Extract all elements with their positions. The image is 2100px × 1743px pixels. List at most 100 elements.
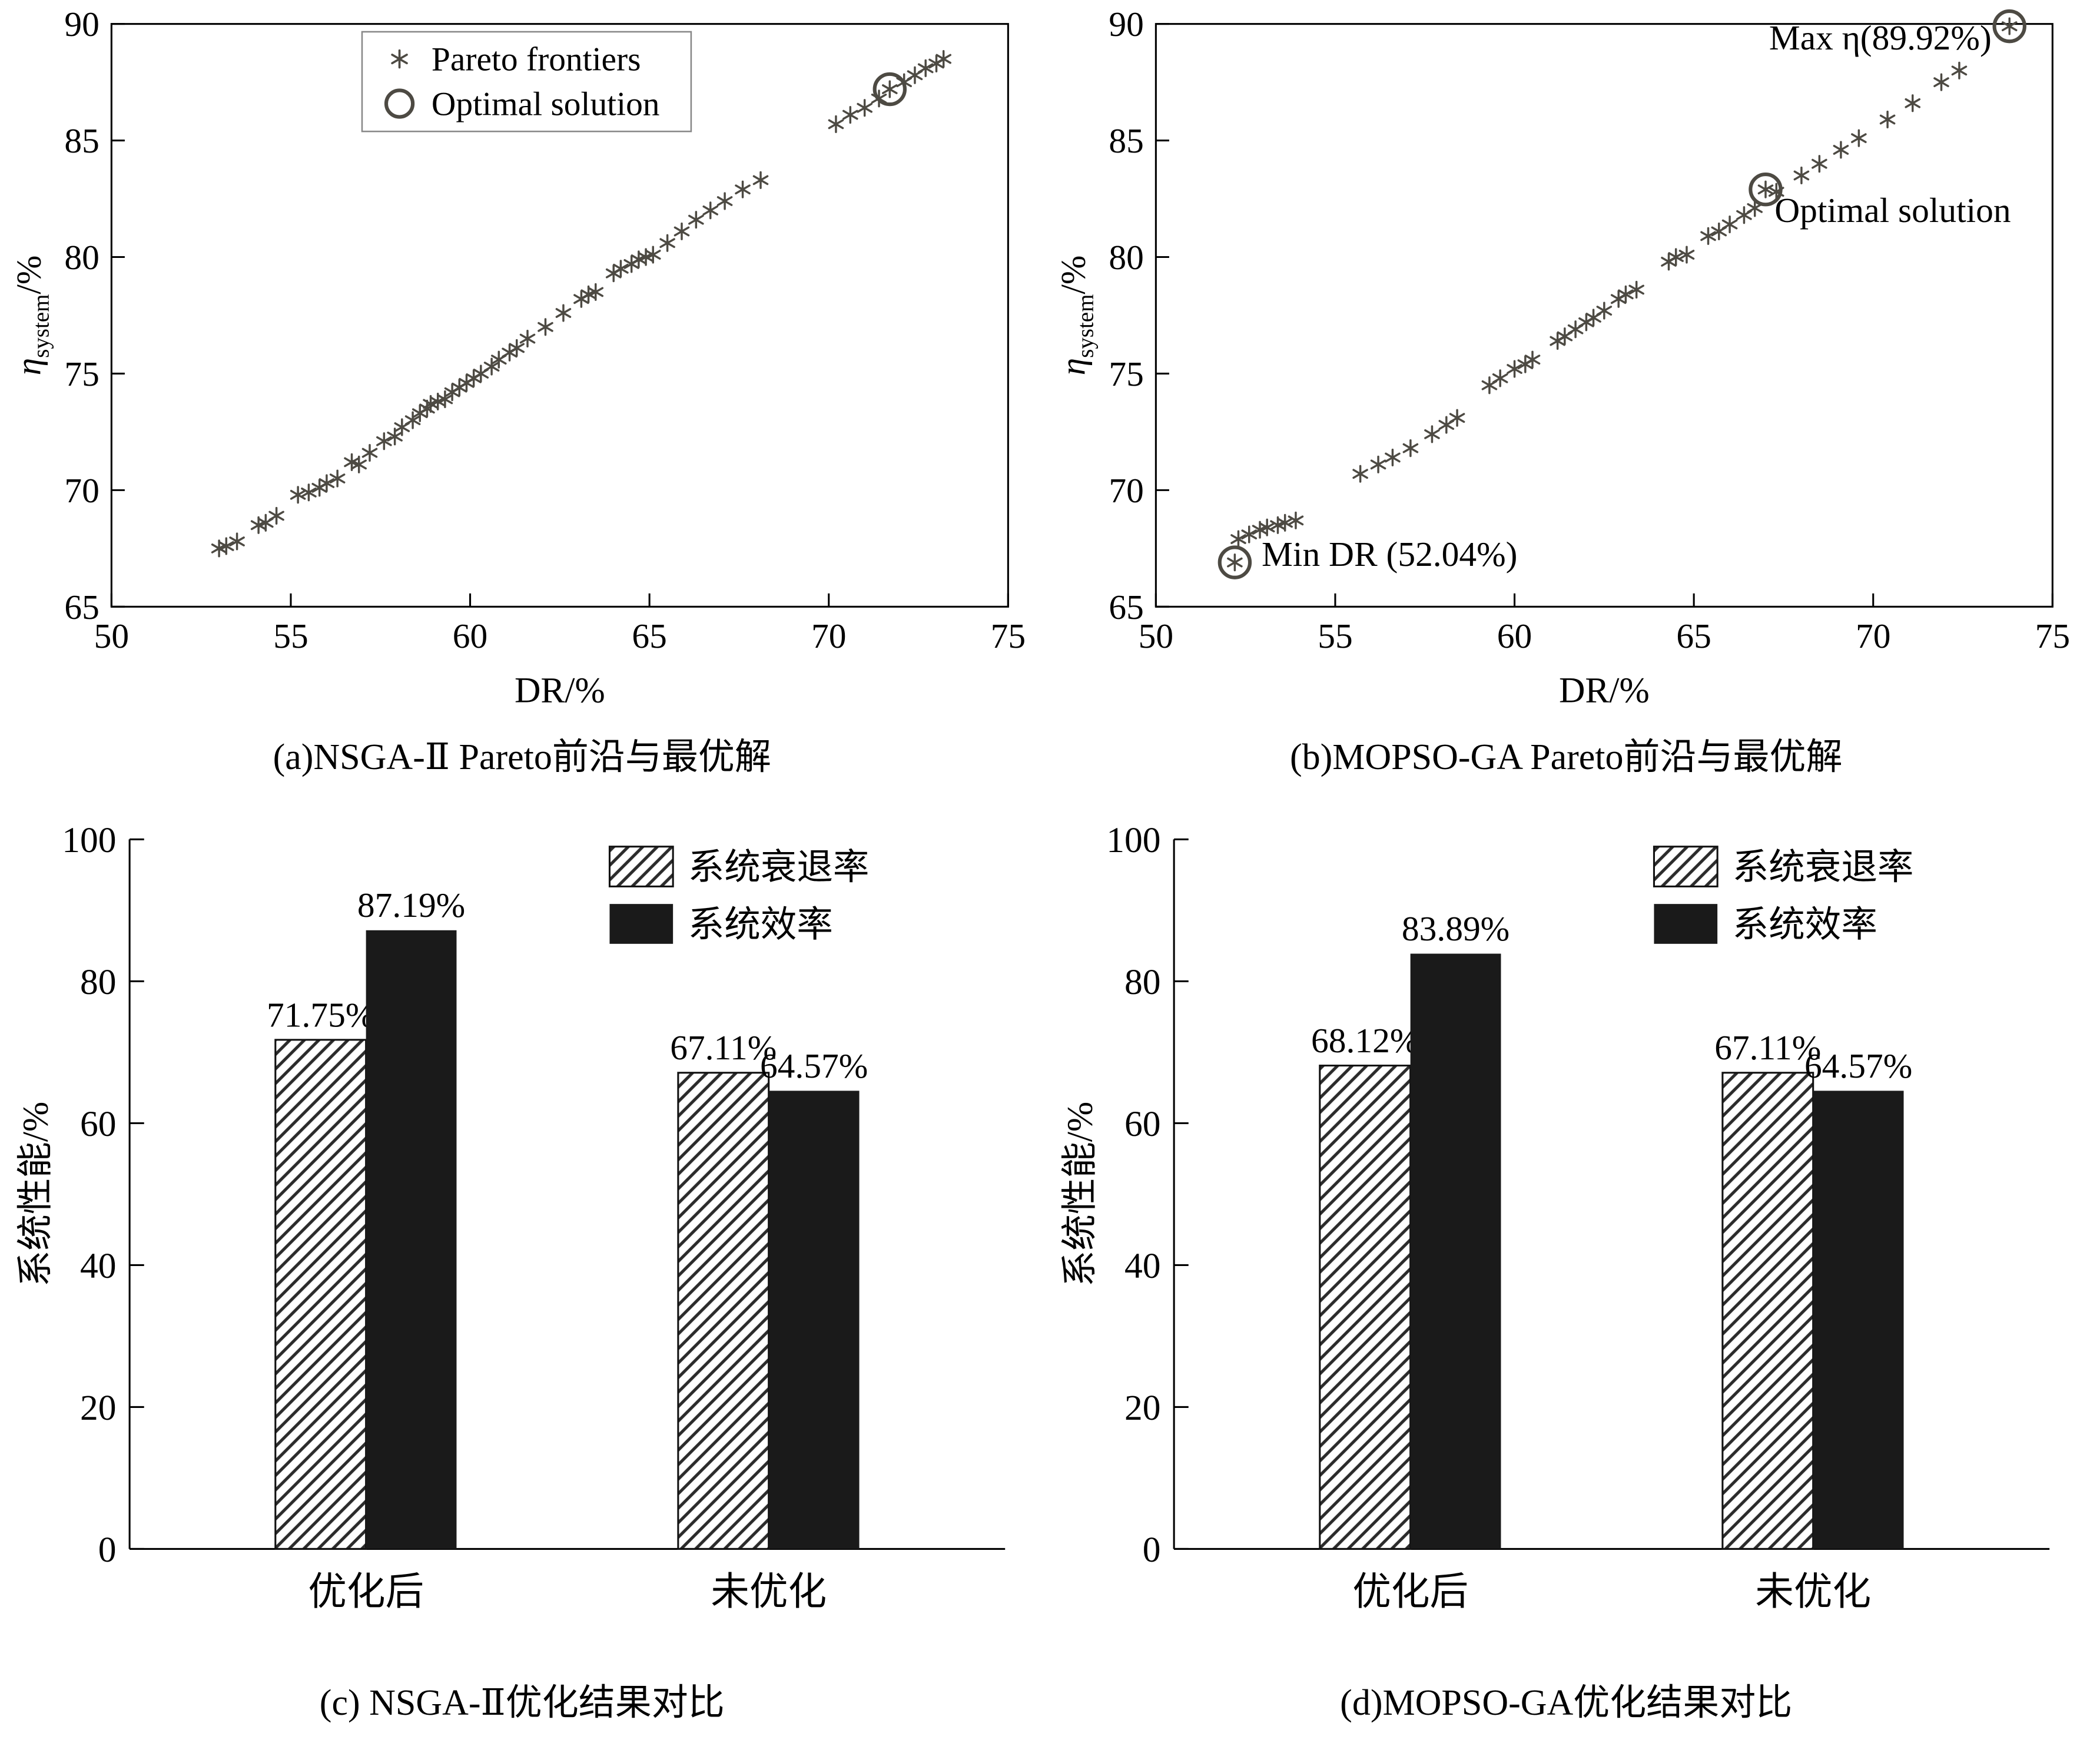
bar-value-label: 64.57% bbox=[760, 1046, 868, 1085]
chart-d-cell: 0 20 40 60 80 100 优化后 未优化 68.12% 67.11% 83.89% 64.5… bbox=[1053, 806, 2080, 1725]
y-tick-label: 70 bbox=[64, 471, 99, 510]
bar-value-label: 71.75% bbox=[267, 996, 374, 1035]
legend-item-label: Pareto frontiers bbox=[432, 41, 641, 78]
annotation-label: Min DR (52.04%) bbox=[1262, 535, 1517, 574]
highlight-circle-marker bbox=[1992, 9, 2026, 44]
legend-border bbox=[361, 31, 692, 132]
chart-b-cell: 50 55 60 65 70 75 65 70 75 80 85 90 DR/% ηsystem/% Max… bbox=[1053, 9, 2080, 780]
bar bbox=[366, 930, 457, 1549]
chart-c-caption: (c) NSGA-Ⅱ优化结果对比 bbox=[319, 1682, 725, 1723]
plot-border bbox=[1154, 23, 2053, 608]
x-tick-label: 70 bbox=[1856, 617, 1890, 655]
bar bbox=[274, 1039, 367, 1550]
category-label: 优化后 bbox=[1352, 1571, 1468, 1613]
category-label: 优化后 bbox=[308, 1571, 424, 1613]
x-tick-label: 55 bbox=[1318, 617, 1352, 655]
y-axis-label: ηsystem/% bbox=[9, 256, 54, 376]
legend-swatch bbox=[1653, 904, 1717, 945]
category-label: 未优化 bbox=[711, 1571, 827, 1613]
x-axis-label: DR/% bbox=[515, 670, 605, 710]
bar-value-label: 83.89% bbox=[1401, 909, 1509, 948]
legend: Pareto frontiers Optimal solution bbox=[361, 31, 692, 132]
legend-swatch bbox=[608, 846, 674, 888]
y-tick-label: 40 bbox=[80, 1246, 117, 1286]
bar bbox=[677, 1072, 770, 1550]
chart-d-caption: (d)MOPSO-GA优化结果对比 bbox=[1340, 1682, 1793, 1723]
x-tick-label: 50 bbox=[1138, 617, 1173, 655]
x-tick-label: 65 bbox=[1676, 617, 1711, 655]
legend-swatch bbox=[1653, 846, 1719, 888]
y-tick-label: 40 bbox=[1124, 1246, 1161, 1286]
y-tick-label: 60 bbox=[1124, 1104, 1161, 1144]
x-tick-label: 65 bbox=[632, 617, 666, 655]
highlight-circle-marker bbox=[1217, 545, 1252, 579]
chart-b-scatter: 50 55 60 65 70 75 65 70 75 80 85 90 DR/% ηsystem/% Max… bbox=[1053, 9, 2070, 710]
x-tick-label: 50 bbox=[94, 617, 129, 655]
y-tick-label: 70 bbox=[1109, 471, 1143, 510]
y-tick-label: 75 bbox=[64, 354, 99, 393]
y-tick-label: 85 bbox=[1109, 121, 1143, 160]
chart-c-bars: 0 20 40 60 80 100 优化后 未优化 71.75% 67.11% 87.19% 64.5… bbox=[16, 820, 1006, 1613]
bar-value-label: 87.19% bbox=[357, 886, 465, 925]
y-tick-label: 85 bbox=[64, 121, 99, 160]
bar bbox=[1721, 1072, 1814, 1550]
legend-item-label: 系统衰退率 bbox=[1732, 847, 1913, 887]
legend-item-label: Optimal solution bbox=[432, 86, 660, 123]
chart-b-caption: (b)MOPSO-GA Pareto前沿与最优解 bbox=[1289, 737, 1843, 778]
bar bbox=[1813, 1091, 1904, 1549]
category-label: 未优化 bbox=[1755, 1571, 1871, 1613]
bar bbox=[768, 1091, 860, 1549]
asterisk-marker-icon bbox=[391, 49, 408, 69]
legend-item-label: 系统效率 bbox=[1732, 905, 1877, 945]
y-tick-label: 65 bbox=[64, 588, 99, 627]
bar-value-label: 68.12% bbox=[1311, 1021, 1419, 1060]
y-axis-label: ηsystem/% bbox=[1053, 256, 1098, 376]
annotation-label: Max η(89.92%) bbox=[1769, 18, 1991, 57]
y-axis-label: 系统性能/% bbox=[1060, 1102, 1100, 1287]
y-tick-label: 0 bbox=[98, 1530, 117, 1570]
y-tick-label: 20 bbox=[1124, 1388, 1161, 1428]
y-tick-label: 90 bbox=[1109, 9, 1143, 44]
y-tick-label: 65 bbox=[1109, 588, 1143, 627]
bar-value-label: 64.57% bbox=[1804, 1046, 1912, 1085]
legend-item-label: 系统衰退率 bbox=[688, 847, 870, 887]
y-tick-label: 80 bbox=[1109, 238, 1143, 277]
x-tick-label: 75 bbox=[2035, 617, 2069, 655]
bar bbox=[1318, 1065, 1411, 1550]
plot-border bbox=[110, 23, 1009, 608]
x-tick-label: 70 bbox=[811, 617, 846, 655]
chart-a-caption: (a)NSGA-Ⅱ Pareto前沿与最优解 bbox=[273, 737, 771, 778]
y-tick-label: 90 bbox=[64, 9, 99, 44]
y-axis-label: 系统性能/% bbox=[16, 1102, 56, 1287]
highlight-circle-marker bbox=[872, 72, 907, 107]
bar bbox=[1410, 953, 1501, 1549]
chart-a-cell: 50 55 60 65 70 75 65 70 75 80 85 90 DR/% ηsystem/% Par… bbox=[9, 9, 1036, 780]
axes: 50 55 60 65 70 75 65 70 75 80 85 90 bbox=[64, 9, 1026, 655]
y-tick-label: 0 bbox=[1142, 1530, 1160, 1570]
axes: 50 55 60 65 70 75 65 70 75 80 85 90 bbox=[1109, 9, 2070, 655]
y-tick-label: 75 bbox=[1109, 354, 1143, 393]
x-tick-label: 55 bbox=[273, 617, 308, 655]
bar-value-label: 67.11% bbox=[1714, 1028, 1821, 1067]
pareto-points bbox=[1230, 61, 1967, 548]
chart-c-cell: 0 20 40 60 80 100 优化后 未优化 71.75% 67.11% 87.19% 64.5… bbox=[9, 806, 1036, 1725]
x-tick-label: 60 bbox=[453, 617, 487, 655]
bar-value-label: 67.11% bbox=[670, 1028, 777, 1067]
x-tick-label: 60 bbox=[1497, 617, 1531, 655]
chart-a-scatter: 50 55 60 65 70 75 65 70 75 80 85 90 DR/% ηsystem/% Par… bbox=[9, 9, 1026, 710]
y-tick-label: 100 bbox=[62, 820, 116, 860]
y-tick-label: 20 bbox=[80, 1388, 117, 1428]
legend-item-label: 系统效率 bbox=[688, 905, 833, 945]
pareto-points bbox=[211, 49, 951, 558]
y-tick-label: 80 bbox=[1124, 962, 1161, 1002]
y-tick-label: 80 bbox=[64, 238, 99, 277]
x-axis-label: DR/% bbox=[1558, 670, 1649, 710]
chart-d-bars: 0 20 40 60 80 100 优化后 未优化 68.12% 67.11% 83.89% 64.5… bbox=[1060, 820, 2049, 1613]
y-tick-label: 80 bbox=[80, 962, 117, 1002]
legend-swatch bbox=[609, 904, 674, 945]
x-tick-label: 75 bbox=[991, 617, 1026, 655]
y-tick-label: 100 bbox=[1106, 820, 1160, 860]
circle-marker-icon bbox=[384, 88, 415, 119]
highlight-circle-marker bbox=[1748, 172, 1783, 207]
